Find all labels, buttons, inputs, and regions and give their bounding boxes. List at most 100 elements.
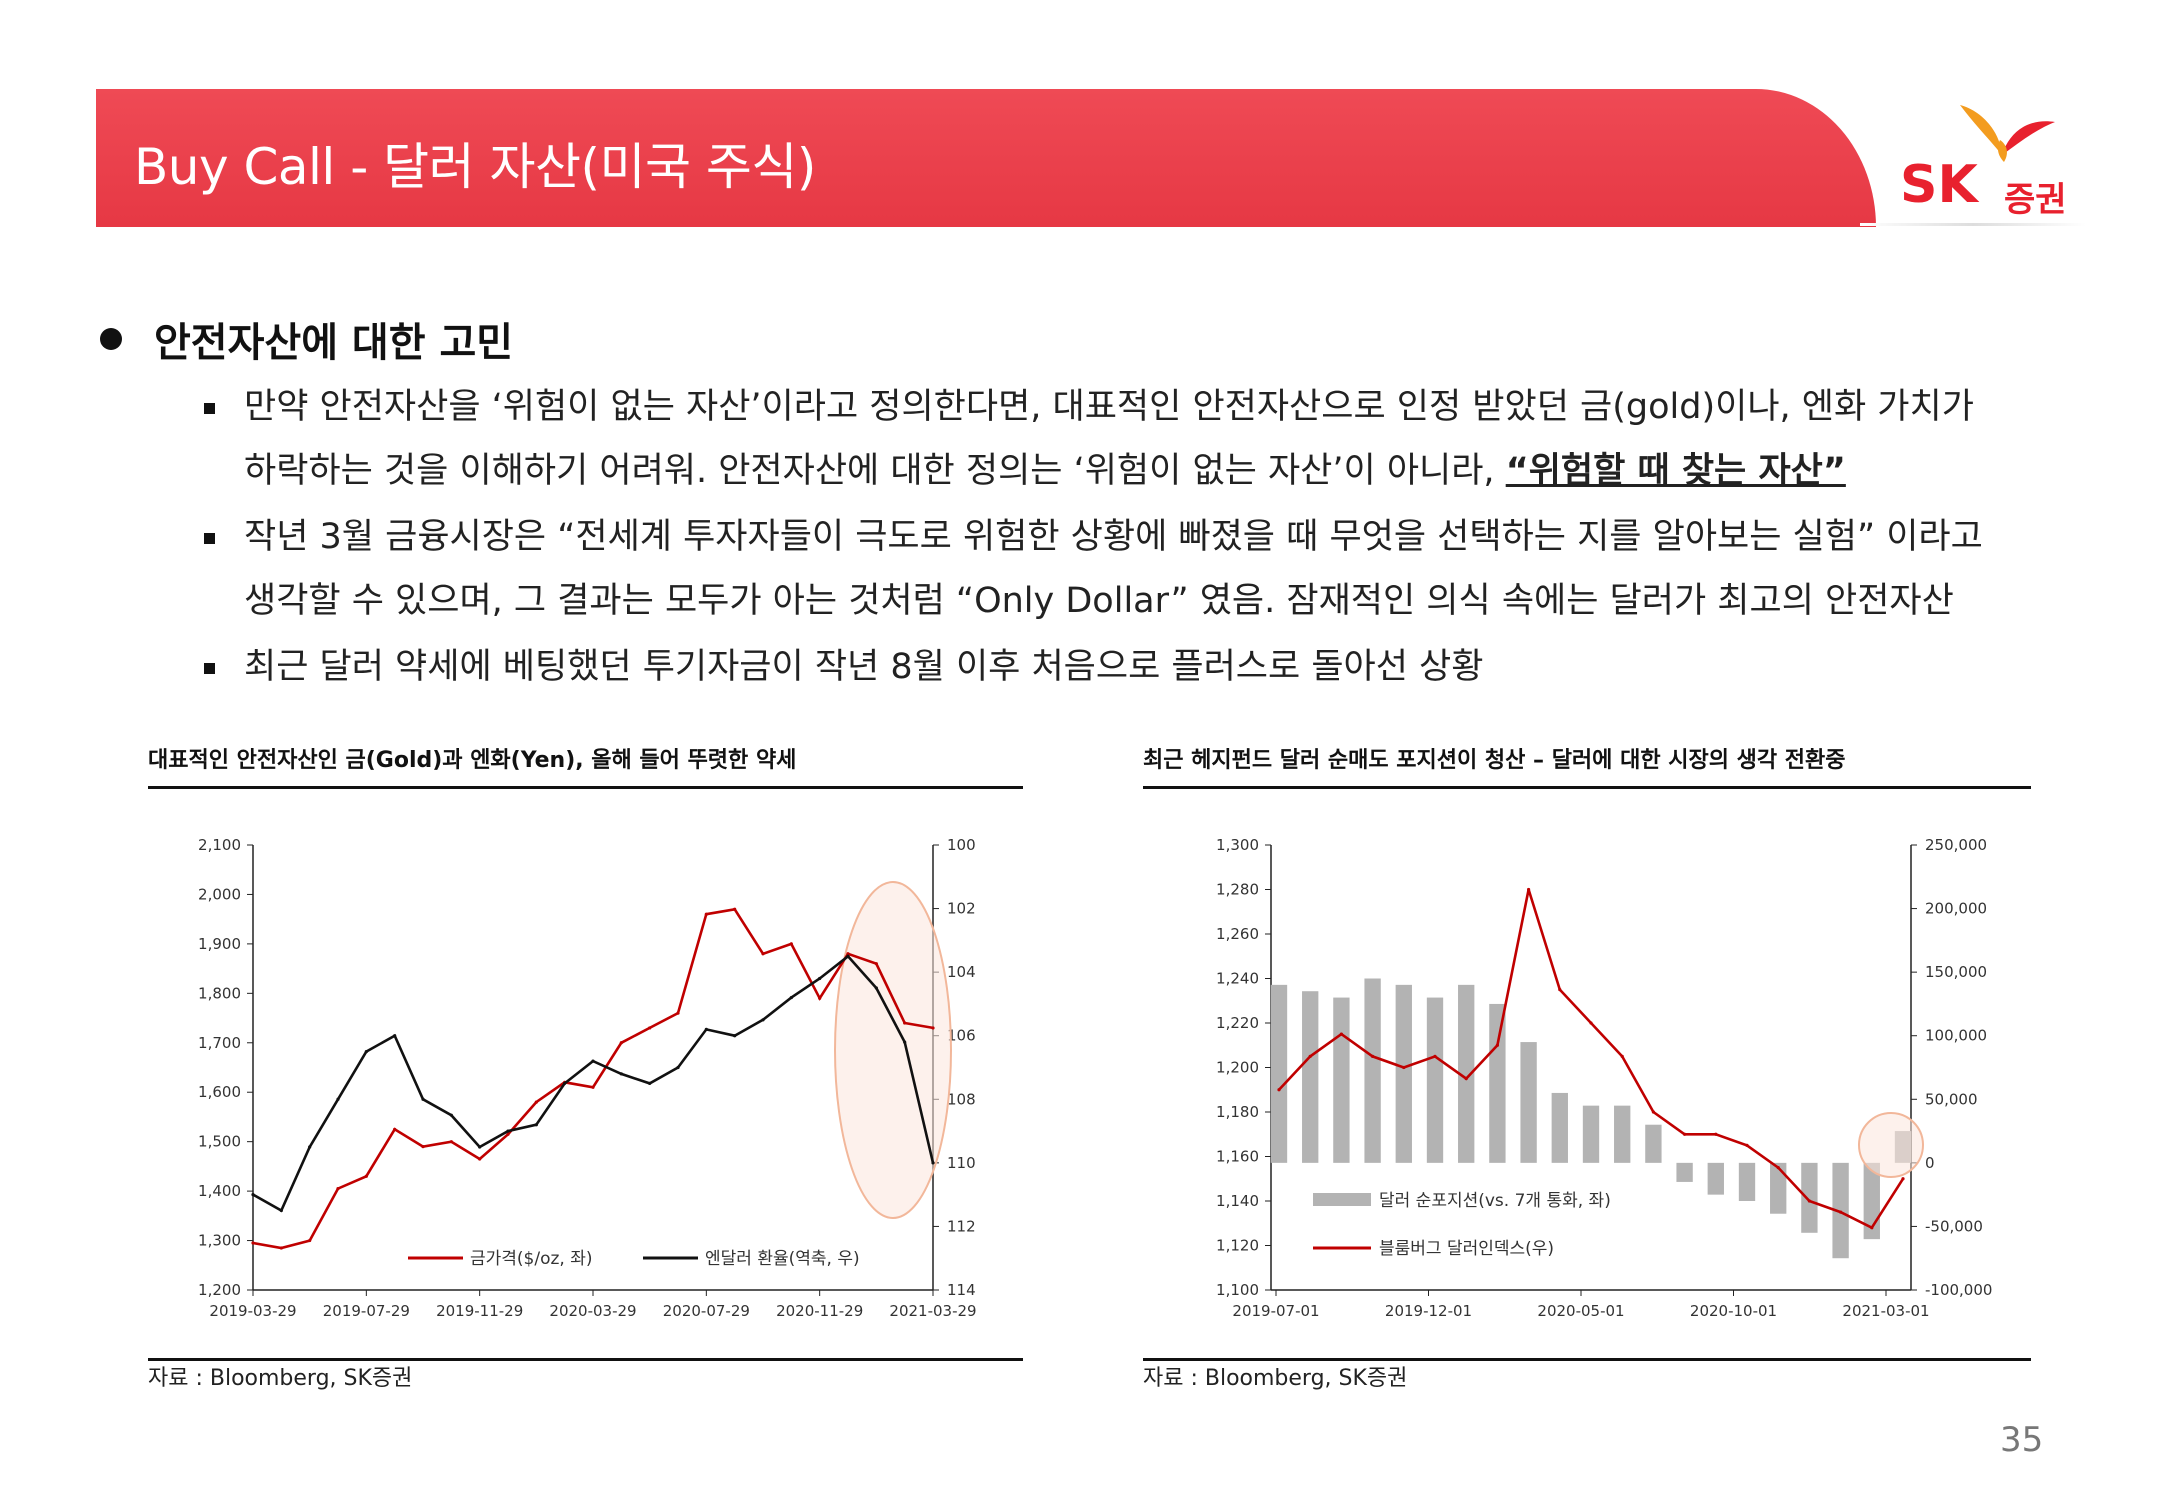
page-title: Buy Call - 달러 자산(미국 주식) [134,138,816,196]
legend-swatch-bar [1313,1193,1371,1206]
position-bar [1551,1092,1568,1163]
title-bar [96,89,1876,227]
data-point [1495,1043,1499,1047]
right-chart-bottom-rule [1143,1358,2031,1361]
data-point [563,1081,567,1085]
position-bar [1302,991,1319,1163]
data-point [1277,1088,1281,1092]
data-point [1620,1054,1624,1058]
left-y-tick-label: 1,300 [1216,836,1259,854]
butterfly-icon [1960,105,2055,162]
data-point [1402,1065,1406,1070]
position-bar [1489,1003,1506,1163]
data-point [648,1026,652,1030]
logo-brand-text: 증권 [2004,180,2067,220]
square-bullet-icon [204,403,215,414]
data-point [534,1100,538,1104]
left-y-tick-label: 1,220 [1216,1014,1259,1032]
position-bar [1582,1105,1600,1163]
data-point [251,1241,255,1245]
left-y-tick-label: 1,160 [1216,1148,1259,1166]
data-point [789,995,793,1000]
left-y-tick-label: 1,140 [1216,1192,1259,1210]
x-tick-label: 2019-03-29 [209,1302,296,1320]
bullet-3-line-1: 최근 달러 약세에 베팅했던 투기자금이 작년 8월 이후 처음으로 플러스로 … [244,647,1484,687]
data-point [1714,1132,1718,1136]
data-point [591,1085,595,1089]
data-point [308,1145,312,1149]
bullet-1-line-2-text: 하락하는 것을 이해하기 어려워. 안전자산에 대한 정의는 ‘위험이 없는 자… [244,451,1506,491]
left-y-tick-label: 1,900 [198,935,241,953]
left-chart: 1,200 1,300 1,400 1,500 1,600 1,700 1,800 1,900… [198,836,977,1320]
bullet-item-2: 작년 3월 금융시장은 “전세계 투자자들이 극도로 위험한 상황에 빠졌을 때… [204,505,2064,633]
data-point [931,1026,935,1030]
bullet-2-line-2: 생각할 수 있으며, 그 결과는 모두가 아는 것처럼 “Only Dollar… [244,581,1954,621]
right-chart-title: 최근 헤지펀드 달러 순매도 포지션이 청산 – 달러에 대한 시장의 생각 전… [1143,748,1846,773]
right-y-tick-label: 112 [947,1217,976,1235]
data-point [308,1238,312,1243]
legend-label: 금가격($/oz, 좌) [470,1249,593,1269]
series-line-yen [252,954,935,1213]
data-point [761,1018,765,1022]
data-point [449,1140,453,1144]
data-point [1745,1143,1749,1147]
series-line-gold [252,907,934,1250]
left-y-tick-label: 1,200 [1216,1059,1259,1077]
data-point [1683,1132,1687,1136]
left-y-tick-label: 1,240 [1216,970,1259,988]
left-chart-source: 자료 : Bloomberg, SK증권 [148,1366,413,1391]
x-tick-label: 2020-07-29 [663,1302,750,1320]
data-point [619,1072,623,1076]
data-point [931,1161,935,1165]
x-tick-label: 2019-12-01 [1385,1302,1472,1320]
left-y-tick-label: 1,200 [198,1281,241,1299]
left-chart-bottom-rule [148,1358,1023,1361]
data-point [789,942,793,946]
right-chart: 1,100 1,120 1,140 1,160 1,180 1,200 1,220 1,240… [1216,836,1992,1320]
left-y-tick-label: 1,120 [1216,1237,1259,1255]
position-bar [1364,978,1381,1163]
data-point [1901,1177,1905,1181]
left-y-tick-label: 1,100 [1216,1281,1259,1299]
right-y-tick-label: -100,000 [1925,1281,1992,1299]
right-chart-top-rule [1143,786,2031,789]
logo-underline [1860,223,2086,226]
position-bar [1801,1162,1818,1233]
bullet-2-line-1: 작년 3월 금융시장은 “전세계 투자자들이 극도로 위험한 상황에 빠졌을 때… [244,517,1983,557]
data-point [336,1097,340,1101]
data-point [364,1174,368,1178]
section-heading-row: 안전자산에 대한 고민 [100,310,513,368]
right-y-tick-label: 104 [947,963,976,981]
legend-label: 블룸버그 달러인덱스(우) [1379,1239,1554,1259]
section-heading: 안전자산에 대한 고민 [154,320,514,366]
data-point [648,1081,652,1085]
data-point [251,1193,255,1197]
data-point [1308,1054,1312,1058]
right-y-tick-label: 110 [947,1154,976,1172]
legend-label: 엔달러 환율(역축, 우) [705,1249,860,1269]
left-y-tick-label: 2,000 [198,885,241,903]
left-y-tick-label: 1,700 [198,1034,241,1052]
data-point [818,996,822,1000]
data-point [421,1097,425,1101]
data-point [903,1021,907,1025]
right-y-tick-label: 250,000 [1925,836,1987,854]
data-point [279,1246,283,1250]
data-point [393,1127,397,1131]
square-bullet-icon [204,663,215,674]
x-tick-label: 2019-11-29 [436,1302,523,1320]
right-y-tick-label: 108 [947,1090,976,1108]
legend-label: 달러 순포지션(vs. 7개 통화, 좌) [1379,1191,1611,1211]
right-y-tick-label: 100 [947,836,976,854]
left-y-tick-label: 1,260 [1216,925,1259,943]
position-bar [1333,997,1350,1163]
left-y-tick-label: 1,800 [198,984,241,1002]
position-bar [1770,1162,1787,1214]
data-point [478,1145,482,1149]
bullet-1-line-2: 하락하는 것을 이해하기 어려워. 안전자산에 대한 정의는 ‘위험이 없는 자… [244,439,2064,503]
left-y-tick-label: 1,600 [198,1083,241,1101]
right-y-tick-label: 100,000 [1925,1027,1987,1045]
bullet-dot-icon [100,328,122,350]
data-point [1339,1032,1343,1036]
data-point [478,1157,482,1161]
